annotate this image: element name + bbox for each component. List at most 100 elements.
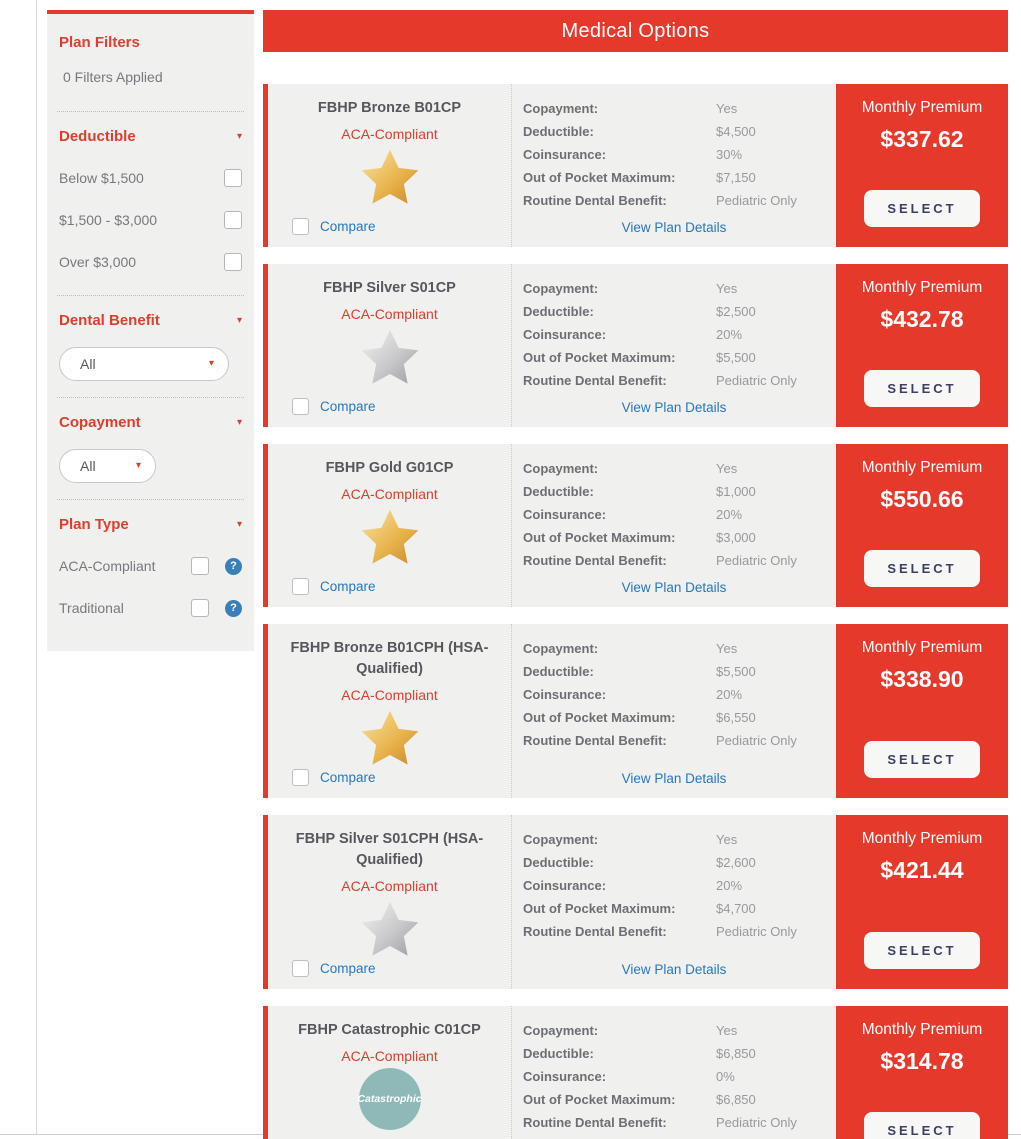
- detail-row-copayment: Copayment: Yes: [523, 457, 836, 480]
- view-plan-details-link[interactable]: View Plan Details: [621, 771, 727, 787]
- detail-label: Copayment:: [523, 461, 599, 476]
- detail-label: Copayment:: [523, 832, 599, 848]
- view-plan-details-link[interactable]: View Plan Details: [621, 220, 727, 235]
- deductible-section-header[interactable]: Deductible ▾: [59, 128, 242, 145]
- select-button[interactable]: SELECT: [864, 741, 980, 779]
- detail-label: Out of Pocket Maximum:: [523, 170, 676, 185]
- compare-label[interactable]: Compare: [320, 579, 376, 594]
- plan-details-column: Copayment: Yes Deductible: $1,000 Coinsu…: [511, 444, 836, 607]
- detail-row-dental: Routine Dental Benefit: Pediatric Only: [523, 1111, 836, 1134]
- compare-checkbox[interactable]: [292, 769, 309, 787]
- filter-option-label: ACA-Compliant: [59, 558, 156, 574]
- gold-star-image: [361, 710, 418, 765]
- help-question-icon[interactable]: ?: [225, 599, 242, 617]
- oop-max-value: $5,500: [716, 350, 756, 365]
- below-1500-checkbox[interactable]: [224, 169, 242, 187]
- copayment-section-label: Copayment: [59, 414, 141, 431]
- copayment-value: Yes: [716, 461, 738, 476]
- compare-label[interactable]: Compare: [320, 961, 376, 977]
- detail-label: Deductible:: [523, 1046, 594, 1062]
- plan-card-accent-bar: [263, 264, 268, 427]
- monthly-premium-amount: $550.66: [880, 486, 964, 512]
- detail-row-dental: Routine Dental Benefit: Pediatric Only: [523, 920, 836, 943]
- select-button[interactable]: SELECT: [864, 370, 980, 407]
- detail-row-oop-max: Out of Pocket Maximum: $7,150: [523, 166, 836, 189]
- compare-checkbox[interactable]: [292, 960, 309, 978]
- compare-checkbox[interactable]: [292, 218, 309, 235]
- filter-option-label: $1,500 - $3,000: [59, 212, 158, 228]
- plan-card-accent-bar: [263, 444, 268, 607]
- coinsurance-value: 20%: [716, 507, 743, 522]
- plan-name: FBHP Bronze B01CPH (HSA-Qualified): [290, 640, 489, 678]
- select-button[interactable]: SELECT: [864, 932, 980, 970]
- 1500-3000-checkbox[interactable]: [224, 211, 242, 229]
- select-button[interactable]: SELECT: [864, 1112, 980, 1139]
- premium-panel: Monthly Premium $338.90 SELECT: [836, 624, 1008, 799]
- copayment-value: Yes: [716, 832, 738, 848]
- detail-label: Out of Pocket Maximum:: [523, 901, 676, 917]
- detail-row-dental: Routine Dental Benefit: Pediatric Only: [523, 189, 836, 212]
- detail-row-coinsurance: Coinsurance: 0%: [523, 1065, 836, 1088]
- chevron-down-icon: ▾: [135, 460, 141, 471]
- monthly-premium-label: Monthly Premium: [861, 279, 983, 296]
- plan-card: FBHP Bronze B01CPH (HSA-Qualified) ACA-C…: [263, 624, 1008, 799]
- plan-compliance-label: ACA-Compliant: [341, 878, 438, 895]
- detail-row-deductible: Deductible: $6,850: [523, 1042, 836, 1065]
- compare-label[interactable]: Compare: [320, 770, 376, 786]
- copayment-selected-value: All: [80, 458, 96, 474]
- compare-checkbox[interactable]: [292, 578, 309, 595]
- filter-option-label: Over $3,000: [59, 254, 137, 270]
- plan-name: FBHP Catastrophic C01CP: [298, 1022, 481, 1039]
- copayment-select[interactable]: All ▾: [59, 449, 156, 483]
- help-question-icon[interactable]: ?: [225, 557, 242, 575]
- compare-checkbox[interactable]: [292, 398, 309, 415]
- dental-benefit-value: Pediatric Only: [716, 733, 797, 748]
- view-plan-details-link[interactable]: View Plan Details: [621, 400, 727, 415]
- gold-star-image: [361, 149, 418, 204]
- detail-label: Copayment:: [523, 101, 599, 116]
- filter-option-1500-3000: $1,500 - $3,000: [59, 211, 242, 229]
- copayment-value: Yes: [716, 641, 738, 656]
- catastrophic-icon: Catastrophic: [357, 1068, 422, 1131]
- gold-star-image: [361, 509, 418, 564]
- view-plan-details-link[interactable]: View Plan Details: [621, 580, 727, 595]
- plan-type-section-header[interactable]: Plan Type ▾: [59, 516, 242, 533]
- view-plan-details-link[interactable]: View Plan Details: [621, 962, 727, 978]
- monthly-premium-amount: $338.90: [880, 666, 964, 692]
- select-button[interactable]: SELECT: [864, 550, 980, 587]
- detail-label: Routine Dental Benefit:: [523, 924, 667, 940]
- silver-star-image: [361, 901, 418, 956]
- dental-benefit-section-header[interactable]: Dental Benefit ▾: [59, 312, 242, 329]
- select-button[interactable]: SELECT: [864, 190, 980, 227]
- compare-label[interactable]: Compare: [320, 399, 376, 414]
- traditional-checkbox[interactable]: [191, 599, 209, 617]
- detail-label: Deductible:: [523, 124, 594, 139]
- monthly-premium-label: Monthly Premium: [861, 830, 983, 848]
- detail-row-copayment: Copayment: Yes: [523, 277, 836, 300]
- compare-label[interactable]: Compare: [320, 219, 376, 234]
- copayment-value: Yes: [716, 101, 738, 116]
- plan-details-column: Copayment: Yes Deductible: $5,500 Coinsu…: [511, 624, 836, 799]
- filters-applied-count: 0 Filters Applied: [63, 69, 163, 85]
- plan-name: FBHP Silver S01CP: [323, 280, 456, 296]
- aca-compliant-checkbox[interactable]: [191, 557, 209, 575]
- detail-row-deductible: Deductible: $1,000: [523, 480, 836, 503]
- over-3000-checkbox[interactable]: [224, 253, 242, 271]
- plan-summary-column: FBHP Catastrophic C01CP ACA-Compliant Ca…: [268, 1006, 511, 1139]
- detail-label: Deductible:: [523, 304, 594, 319]
- detail-row-deductible: Deductible: $2,600: [523, 851, 836, 874]
- coinsurance-value: 0%: [716, 1069, 735, 1085]
- dental-benefit-select[interactable]: All ▾: [59, 347, 229, 381]
- copayment-section-header[interactable]: Copayment ▾: [59, 414, 242, 431]
- compare-control: Compare: [276, 769, 376, 787]
- monthly-premium-label: Monthly Premium: [861, 639, 983, 656]
- main-content: Medical Options FBHP Bronze B01CP ACA-Co…: [263, 10, 1008, 1139]
- divider: [57, 295, 244, 296]
- gold-star-icon: [359, 146, 421, 208]
- left-vertical-divider: [36, 0, 37, 1135]
- detail-label: Copayment:: [523, 1023, 599, 1039]
- detail-label: Coinsurance:: [523, 507, 607, 522]
- plan-name: FBHP Silver S01CPH (HSA-Qualified): [295, 831, 484, 869]
- oop-max-value: $7,150: [716, 170, 756, 185]
- plan-card-accent-bar: [263, 1006, 268, 1139]
